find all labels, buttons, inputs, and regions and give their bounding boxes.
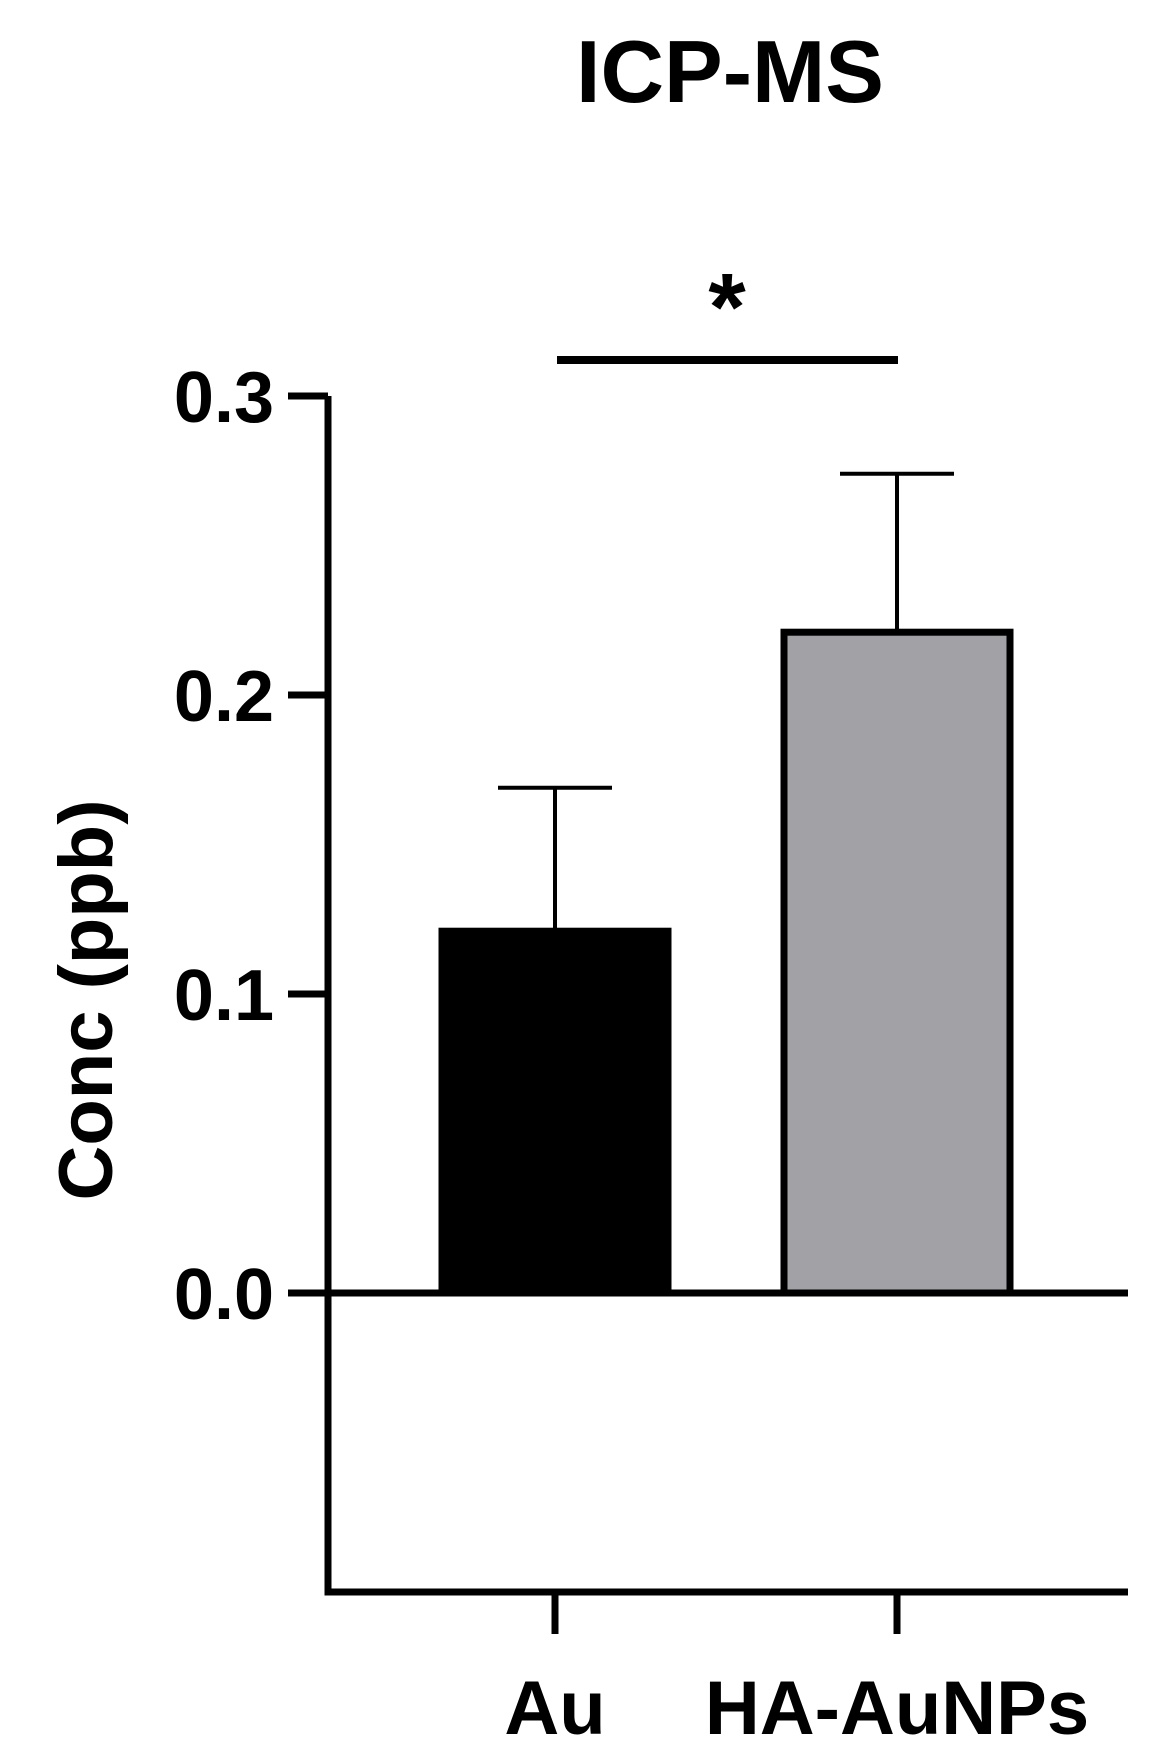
y-tick-label: 0.1 [174,956,274,1036]
y-tick-label: 0.2 [174,657,274,737]
bar-ha-aunps [780,628,1014,1297]
chart-title: ICP-MS [576,22,884,121]
x-tick-label: HA-AuNPs [705,1666,1089,1751]
y-axis-label: Conc (ppb) [44,799,129,1200]
y-tick-label: 0.3 [174,358,274,438]
plot-area: 0.0 0.1 0.2 0.3 Au HA-AuNPs * [174,254,1128,1751]
bar-au [438,927,672,1297]
y-tick-label: 0.0 [174,1255,274,1335]
x-tick-label: Au [504,1666,605,1751]
significance-marker: * [708,254,746,361]
